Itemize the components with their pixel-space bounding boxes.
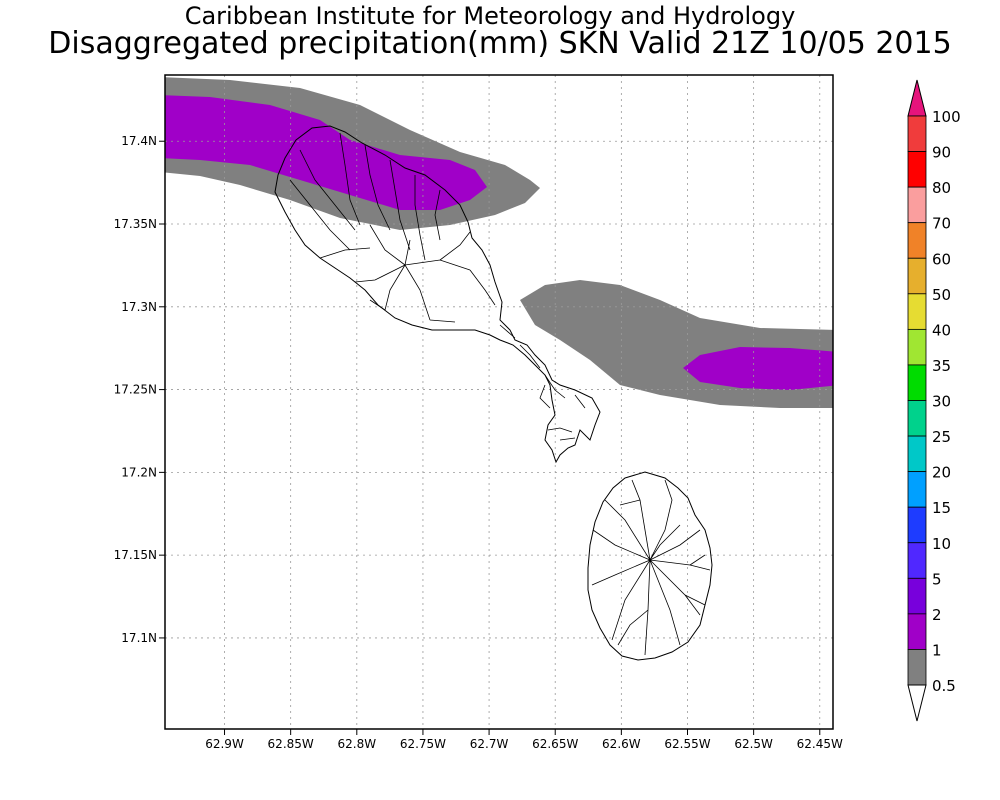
x-tick-label: 62.6W bbox=[602, 737, 641, 751]
x-axis-labels: 62.9W 62.85W 62.8W 62.75W 62.7W 62.65W 62.6W 62… bbox=[205, 737, 843, 751]
x-tick-label: 62.85W bbox=[268, 737, 314, 751]
st-kitts-watersheds bbox=[289, 132, 496, 323]
legend-label: 5 bbox=[932, 570, 942, 588]
legend-swatch bbox=[907, 115, 927, 152]
x-tick-label: 62.65W bbox=[532, 737, 578, 751]
chart-title: Caribbean Institute for Meteorology and … bbox=[184, 2, 796, 30]
nevis-island bbox=[587, 471, 713, 661]
plot-frame bbox=[164, 74, 834, 730]
legend-swatch bbox=[907, 435, 927, 473]
legend-label: 1 bbox=[932, 641, 942, 659]
y-tick-label: 17.4N bbox=[121, 134, 157, 148]
legend-label: 30 bbox=[932, 393, 951, 411]
legend-swatch bbox=[907, 400, 927, 437]
legend-label: 70 bbox=[932, 215, 951, 233]
y-tick-label: 17.3N bbox=[121, 300, 157, 314]
y-axis-labels: 17.4N 17.35N 17.3N 17.25N 17.2N 17.15N 17.1N bbox=[114, 134, 157, 645]
legend-label: 60 bbox=[932, 250, 951, 268]
precip-area-1mm-east bbox=[683, 347, 833, 390]
legend-swatch bbox=[907, 151, 927, 188]
legend-label: 100 bbox=[932, 108, 961, 126]
legend-label: 25 bbox=[932, 428, 951, 446]
legend-triangle-max bbox=[907, 79, 927, 117]
legend-swatch bbox=[907, 613, 927, 650]
legend-label: 15 bbox=[932, 499, 951, 517]
x-tick-label: 62.75W bbox=[400, 737, 446, 751]
legend-label: 20 bbox=[932, 464, 951, 482]
map-gridlines bbox=[159, 75, 833, 735]
legend-label: 40 bbox=[932, 321, 951, 339]
legend-label: 0.5 bbox=[932, 677, 956, 695]
x-tick-label: 62.9W bbox=[205, 737, 244, 751]
legend-swatch bbox=[907, 471, 927, 508]
legend-label: 50 bbox=[932, 286, 951, 304]
y-tick-label: 17.35N bbox=[114, 217, 157, 231]
x-tick-label: 62.5W bbox=[734, 737, 773, 751]
nevis-coastline bbox=[587, 471, 713, 661]
legend-swatch bbox=[907, 186, 927, 224]
legend-swatch bbox=[907, 577, 927, 615]
y-tick-label: 17.2N bbox=[121, 465, 157, 479]
st-kitts-peninsula-watersheds bbox=[499, 324, 586, 441]
legend-triangle-min bbox=[907, 684, 927, 722]
legend-swatch bbox=[907, 293, 927, 330]
x-tick-label: 62.8W bbox=[338, 737, 377, 751]
nevis-watersheds bbox=[591, 479, 711, 656]
y-tick-label: 17.25N bbox=[114, 383, 157, 397]
st-kitts-island bbox=[274, 125, 601, 464]
legend-swatch bbox=[907, 649, 927, 686]
legend-swatch bbox=[907, 257, 927, 295]
st-kitts-coastline bbox=[274, 125, 601, 464]
x-tick-label: 62.55W bbox=[664, 737, 710, 751]
legend-swatch bbox=[907, 222, 927, 259]
legend-swatch bbox=[907, 328, 927, 366]
precipitation-contours bbox=[165, 77, 833, 408]
y-tick-label: 17.1N bbox=[121, 631, 157, 645]
legend-label: 80 bbox=[932, 179, 951, 197]
chart-subtitle: Disaggregated precipitation(mm) SKN Vali… bbox=[48, 26, 952, 61]
legend-label: 10 bbox=[932, 535, 951, 553]
legend-label: 90 bbox=[932, 144, 951, 162]
precip-area-1mm-north bbox=[165, 95, 487, 210]
legend-label: 2 bbox=[932, 606, 942, 624]
legend-swatch bbox=[907, 542, 927, 579]
legend-label: 35 bbox=[932, 357, 951, 375]
x-tick-label: 62.45W bbox=[797, 737, 843, 751]
legend-swatch bbox=[907, 364, 927, 401]
y-tick-label: 17.15N bbox=[114, 548, 157, 562]
x-tick-label: 62.7W bbox=[470, 737, 509, 751]
legend-swatch bbox=[907, 506, 927, 544]
